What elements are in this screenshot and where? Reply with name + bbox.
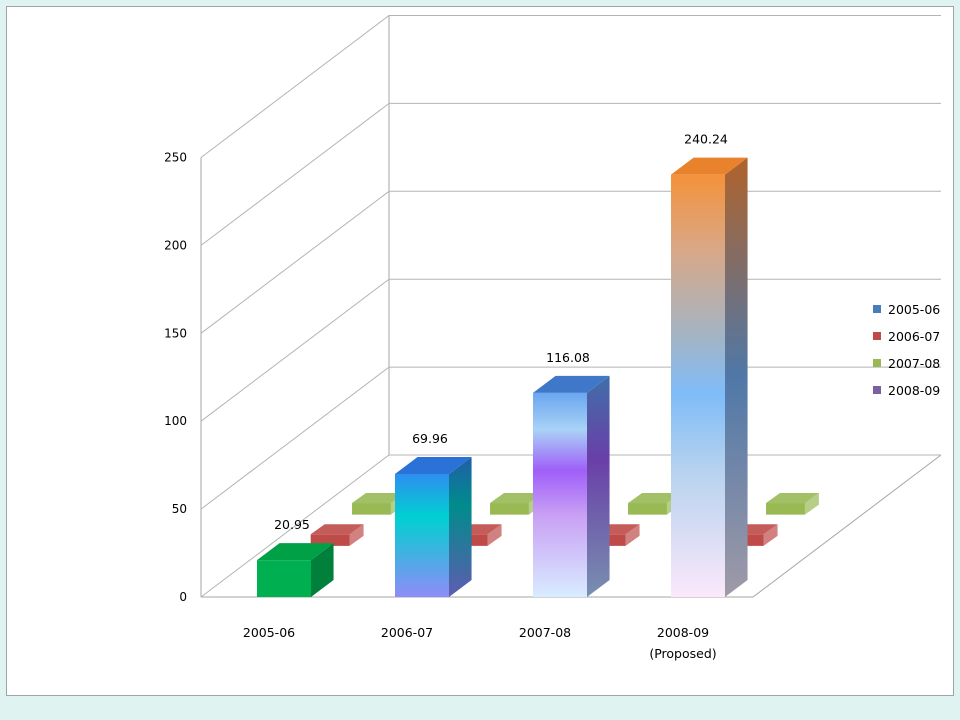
- legend-swatch: [873, 305, 881, 313]
- series-2-slab-top: [766, 493, 819, 504]
- bar-1: [395, 456, 472, 597]
- x-tick-label: 2005-06: [243, 625, 295, 640]
- series-2-slab-top: [490, 493, 543, 504]
- series-1-slab: [310, 524, 364, 546]
- y-tick-label: 50: [172, 502, 187, 516]
- series-2-slab-top: [352, 493, 405, 504]
- legend-label: 2005-06: [888, 302, 940, 317]
- series-2-slab-front: [352, 503, 391, 515]
- x-tick-label: 2007-08: [519, 625, 571, 640]
- bar-3: [671, 157, 748, 597]
- y-tick-label: 100: [164, 414, 187, 428]
- legend-swatch: [873, 359, 881, 367]
- bar-2-front: [533, 392, 587, 597]
- series-2-slab-top: [628, 493, 681, 504]
- legend-swatch: [873, 386, 881, 394]
- gridline: [200, 15, 941, 158]
- series-1-slab-side: [763, 524, 778, 546]
- y-tick-label: 150: [164, 326, 187, 340]
- bar-2: [533, 375, 610, 597]
- series-2-slab-side: [804, 493, 819, 515]
- y-tick-label: 200: [164, 238, 187, 252]
- series-2-slab-front: [766, 503, 805, 515]
- chart-frame: 0 50 100 150 200 250 2005-06 2006-07 2007-08 200…: [6, 6, 954, 696]
- legend-label: 2006-07: [888, 329, 940, 344]
- legend-label: 2008-09: [888, 383, 940, 398]
- series-2-slab-front: [490, 503, 529, 515]
- x-tick-sublabel: (Proposed): [649, 646, 716, 661]
- data-label: 20.95: [274, 517, 310, 532]
- bar-1-side: [449, 456, 472, 597]
- series-2-slab-front: [628, 503, 667, 515]
- bar-3-side: [725, 157, 748, 597]
- data-label: 69.96: [412, 431, 448, 446]
- y-tick-label: 0: [179, 590, 187, 604]
- series-1-slab-top: [310, 524, 364, 535]
- bar-0-front: [257, 560, 311, 597]
- series-2-slab: [766, 493, 819, 515]
- bar-chart-3d: 0 50 100 150 200 250 2005-06 2006-07 2007-08 200…: [164, 15, 942, 661]
- floor-edge: [201, 454, 942, 598]
- series-1-slab-side: [487, 524, 502, 546]
- series-1-slab-side: [349, 524, 364, 546]
- bar-0-top: [257, 543, 334, 561]
- bar-2-side: [587, 375, 610, 597]
- gridline: [200, 190, 941, 334]
- bar-2-top: [533, 375, 610, 393]
- bar-3-top: [671, 157, 748, 175]
- legend-label: 2007-08: [888, 356, 940, 371]
- series-1-slab-side: [625, 524, 640, 546]
- series-1-slab-front: [310, 534, 350, 546]
- bar-1-front: [395, 474, 449, 597]
- data-label: 116.08: [546, 350, 590, 365]
- bar-3-front: [671, 174, 725, 597]
- gridline: [200, 278, 941, 422]
- gridline: [200, 366, 941, 510]
- legend-swatch: [873, 332, 881, 340]
- bar-0: [257, 543, 334, 597]
- y-tick-label: 250: [164, 151, 187, 165]
- gridline: [200, 454, 941, 598]
- gridline: [200, 102, 941, 246]
- data-label: 240.24: [684, 132, 728, 147]
- bar-0-side: [311, 543, 334, 597]
- x-tick-label: 2006-07: [381, 625, 433, 640]
- x-tick-label: 2008-09: [657, 625, 709, 640]
- bar-1-top: [395, 456, 472, 475]
